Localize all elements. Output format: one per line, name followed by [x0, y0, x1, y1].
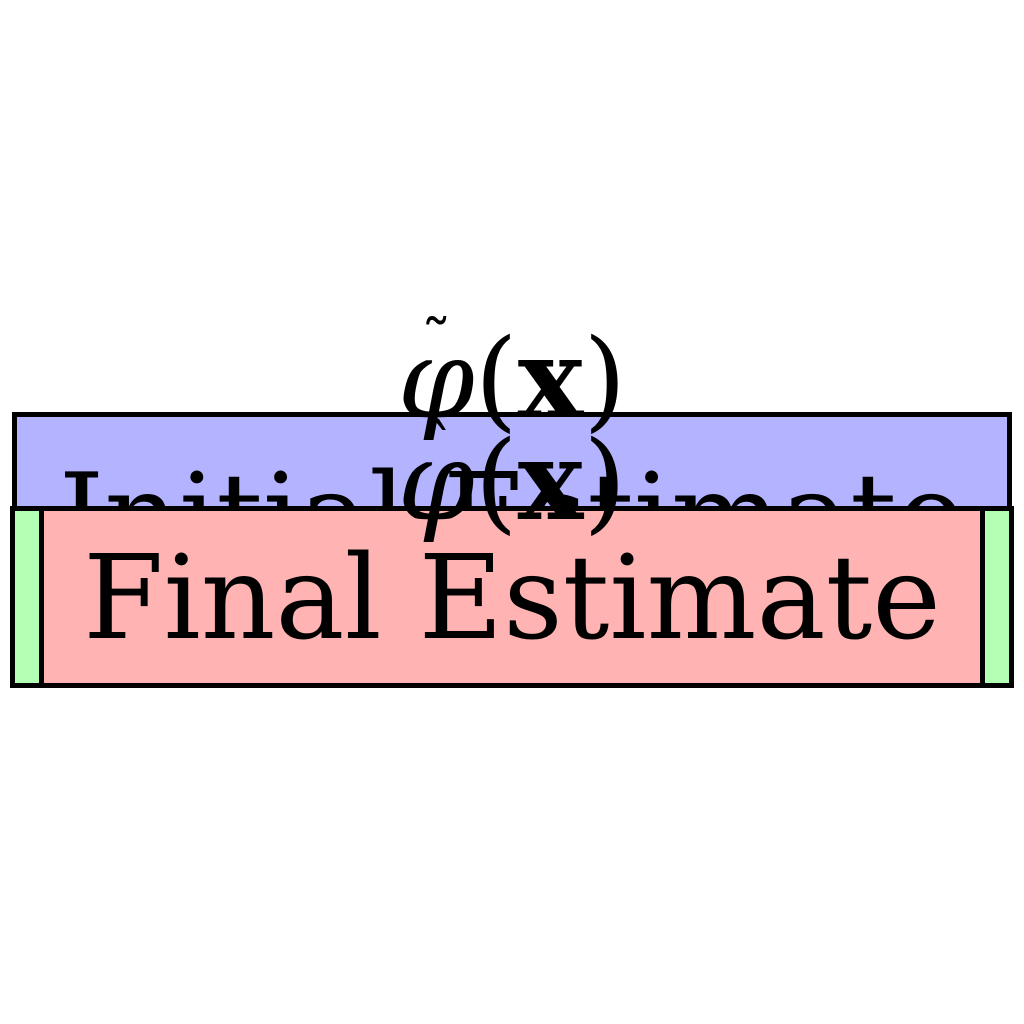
hat-phi-formula: ˆ φ (x) — [0, 416, 1024, 537]
hat-phi-letter: φ — [397, 417, 475, 545]
final-estimate-right-strip — [980, 511, 1009, 683]
hat-phi-close-paren: ) — [583, 417, 627, 545]
final-estimate-label: Final Estimate — [83, 531, 941, 666]
hat-phi-variable: x — [517, 416, 584, 545]
tilde-accent: ˜ — [420, 306, 452, 379]
final-estimate-center: Final Estimate — [44, 511, 980, 683]
hat-accent: ˆ — [420, 410, 452, 483]
tilde-phi-symbol: ˜ φ — [398, 312, 475, 435]
tilde-phi-formula: ˜ φ (x) — [0, 312, 1024, 435]
hat-phi-open-paren: ( — [474, 417, 518, 545]
hat-phi-symbol: ˆ φ — [398, 416, 475, 537]
tilde-phi-variable: x — [517, 314, 584, 443]
connector-arrow-icon: ˇ — [510, 594, 522, 622]
tilde-phi-letter: φ — [397, 315, 475, 443]
final-estimate-box: Final Estimate — [10, 506, 1014, 688]
tilde-phi-close-paren: ) — [583, 315, 627, 443]
tilde-phi-open-paren: ( — [474, 315, 518, 443]
final-estimate-left-strip — [15, 511, 44, 683]
